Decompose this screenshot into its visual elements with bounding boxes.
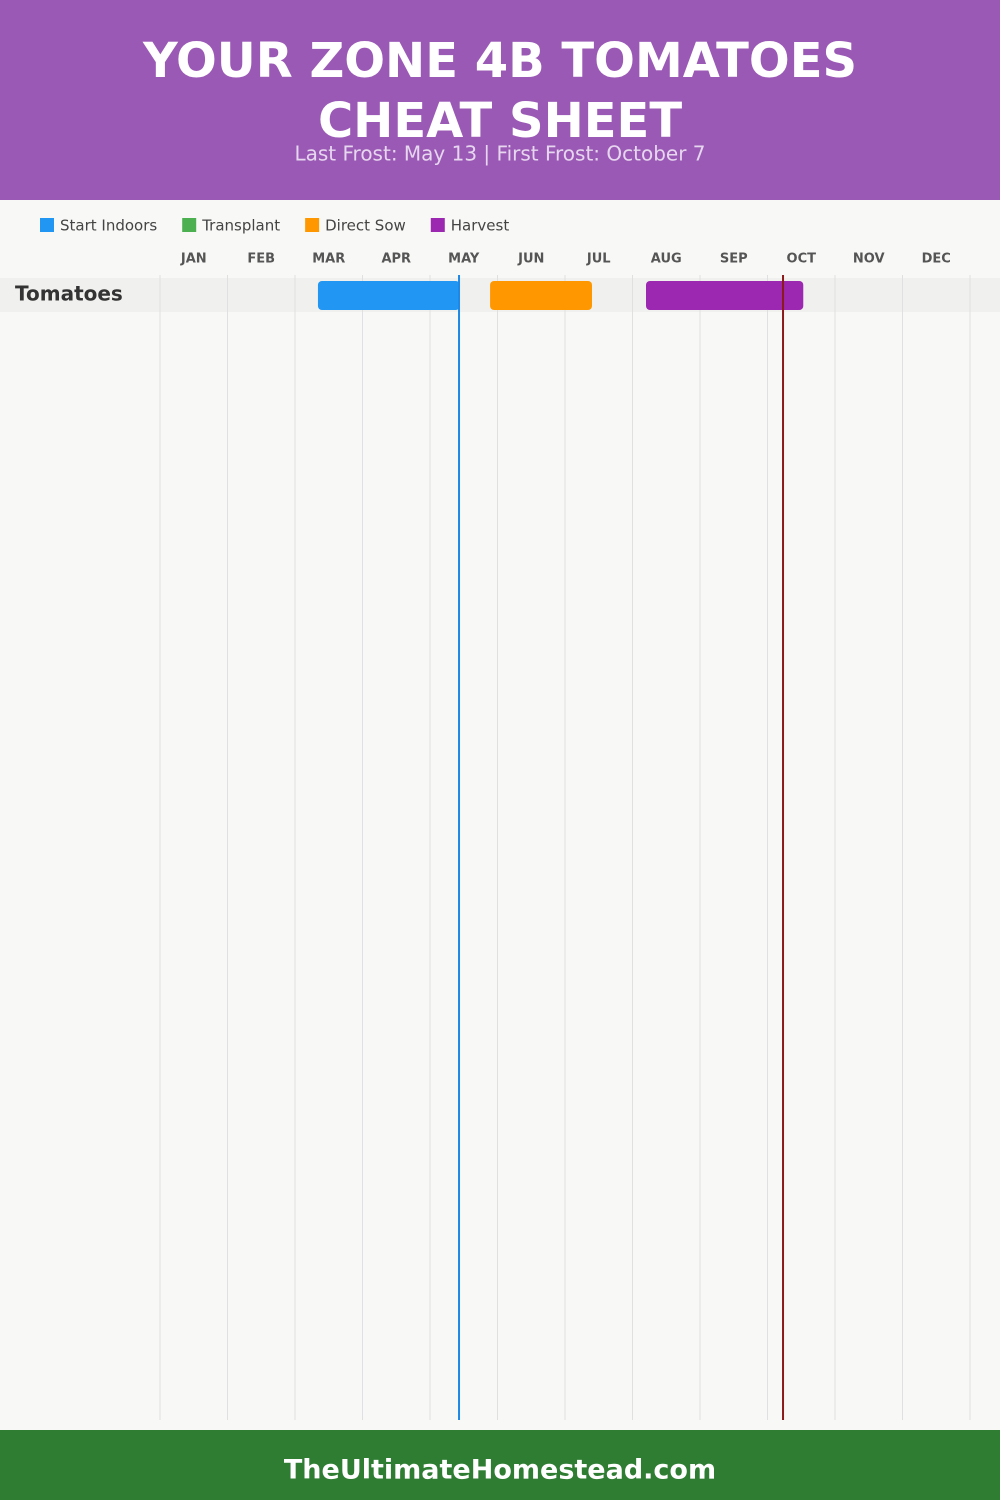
header (0, 0, 1000, 200)
month-label: OCT (787, 252, 817, 267)
month-label: JUN (517, 252, 544, 267)
month-label: AUG (651, 252, 682, 267)
activity-bar (646, 281, 804, 310)
legend-label: Direct Sow (325, 217, 406, 235)
legend-swatch (305, 218, 320, 232)
footer (0, 1430, 1000, 1500)
legend-swatch (40, 218, 54, 232)
legend-label: Transplant (201, 217, 280, 235)
activity-bar (490, 281, 592, 310)
legend-label: Harvest (451, 217, 510, 235)
title-line: YOUR ZONE 4B TOMATOES (142, 33, 857, 89)
legend-swatch (430, 218, 445, 232)
subtitle: Last Frost: May 13 | First Frost: Octobe… (294, 142, 705, 166)
month-label: MAR (312, 252, 345, 267)
month-label: DEC (922, 252, 951, 267)
legend-swatch (182, 218, 197, 232)
month-label: JAN (180, 252, 207, 267)
row-label: Tomatoes (15, 282, 123, 306)
month-label: MAY (448, 252, 480, 267)
month-label: APR (381, 252, 411, 267)
month-label: JUL (586, 252, 611, 267)
month-label: NOV (853, 252, 885, 267)
footer-text: TheUltimateHomestead.com (284, 1455, 716, 1486)
title-line: CHEAT SHEET (318, 93, 682, 149)
legend-label: Start Indoors (60, 217, 157, 235)
month-label: FEB (247, 252, 275, 267)
month-label: SEP (720, 252, 748, 267)
activity-bar (317, 281, 460, 310)
